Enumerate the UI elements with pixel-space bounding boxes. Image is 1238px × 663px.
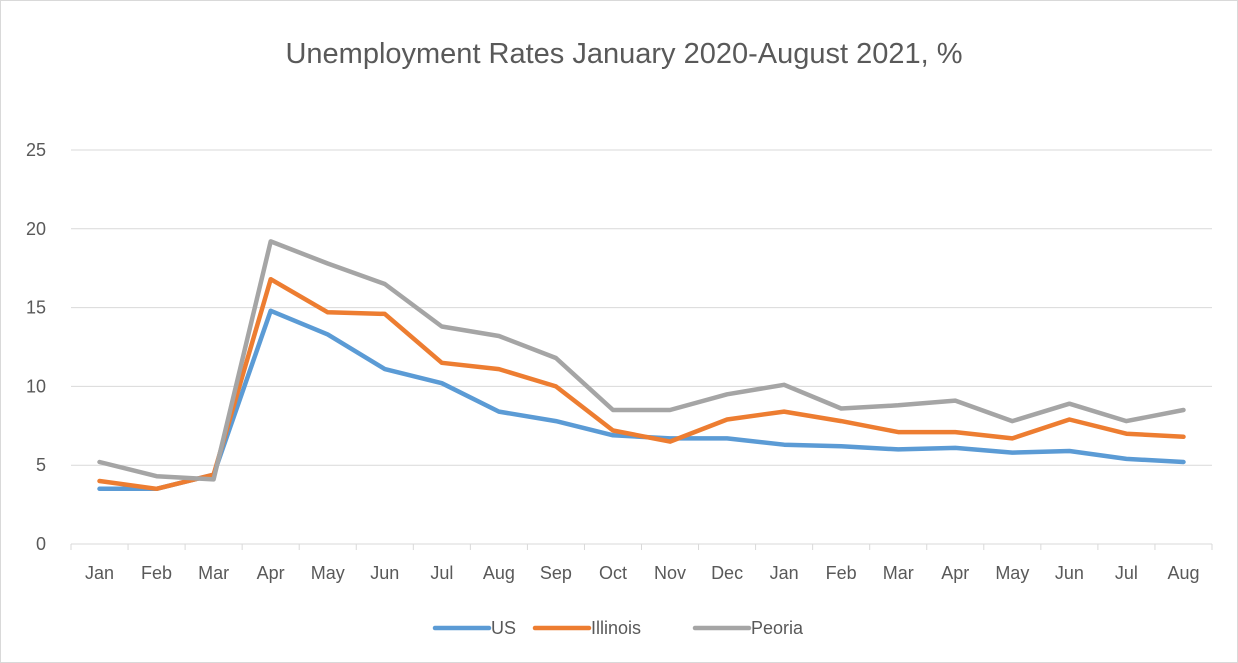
x-tick-label: May: [311, 563, 345, 583]
x-tick-label: Jun: [1055, 563, 1084, 583]
x-tick-label: Oct: [599, 563, 627, 583]
y-axis-tick-labels: 0 5 10 15 20 25: [26, 140, 46, 554]
gridlines: [71, 149, 1212, 466]
legend-item-illinois: Illinois: [532, 618, 641, 638]
x-tick-label: Dec: [711, 563, 743, 583]
x-tick-label: Sep: [540, 563, 572, 583]
x-tick-label: Jul: [1115, 563, 1138, 583]
x-tick-label: Aug: [483, 563, 515, 583]
legend-label: US: [491, 618, 516, 638]
series-line-us: [97, 308, 1186, 492]
x-tick-label: Apr: [941, 563, 969, 583]
chart-title: Unemployment Rates January 2020-August 2…: [285, 38, 962, 70]
legend-item-us: US: [432, 618, 516, 638]
series-line-peoria: [97, 239, 1186, 482]
y-tick-label: 20: [26, 219, 46, 239]
y-tick-label: 15: [26, 298, 46, 318]
x-tick-label: Jan: [770, 563, 799, 583]
x-axis: [70, 543, 1213, 550]
x-tick-label: Apr: [257, 563, 285, 583]
legend-label: Peoria: [751, 618, 804, 638]
legend: US Illinois Peoria: [432, 618, 804, 638]
x-tick-label: Mar: [198, 563, 229, 583]
x-tick-label: Mar: [883, 563, 914, 583]
y-tick-label: 10: [26, 376, 46, 396]
x-tick-label: Jul: [430, 563, 453, 583]
x-axis-tick-labels: Jan Feb Mar Apr May Jun Jul Aug Sep Oct Nov Dec Jan F…: [85, 563, 1199, 583]
x-tick-label: Feb: [826, 563, 857, 583]
x-tick-label: Feb: [141, 563, 172, 583]
legend-item-peoria: Peoria: [692, 618, 804, 638]
series-line-illinois: [97, 276, 1186, 492]
series-lines: [97, 239, 1186, 492]
x-tick-label: Nov: [654, 563, 686, 583]
x-tick-label: Jun: [370, 563, 399, 583]
y-tick-label: 25: [26, 140, 46, 160]
x-tick-label: Aug: [1167, 563, 1199, 583]
x-tick-label: May: [995, 563, 1029, 583]
y-tick-label: 5: [36, 455, 46, 475]
x-tick-label: Jan: [85, 563, 114, 583]
y-tick-label: 0: [36, 534, 46, 554]
legend-label: Illinois: [591, 618, 641, 638]
